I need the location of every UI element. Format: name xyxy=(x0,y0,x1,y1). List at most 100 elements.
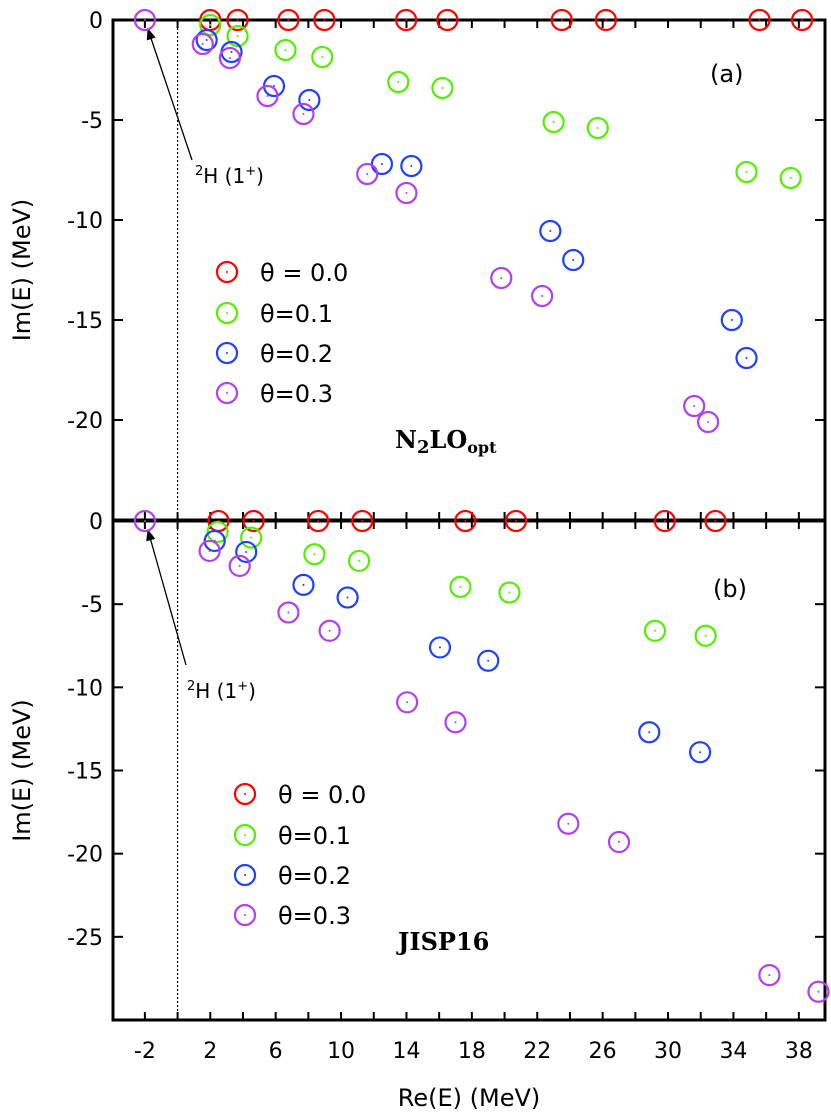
data-point-center xyxy=(208,549,211,552)
data-point-theta-2 xyxy=(539,219,562,243)
x-tick-label: -2 xyxy=(134,1039,156,1064)
data-point-center xyxy=(209,24,212,26)
data-point-center xyxy=(366,173,369,175)
x-tick-label: 34 xyxy=(719,1039,747,1064)
data-point-theta-1 xyxy=(226,24,249,48)
data-point-theta-1 xyxy=(449,575,472,598)
y-tick-label: 0 xyxy=(89,510,103,535)
data-point-theta-0 xyxy=(704,509,727,533)
data-point-center xyxy=(236,35,239,37)
data-point-theta-3 xyxy=(807,980,830,1003)
data-point-theta-1 xyxy=(274,38,297,62)
data-point-center xyxy=(250,536,253,539)
data-point-theta-2 xyxy=(428,636,452,659)
legend-marker xyxy=(215,260,239,284)
data-point-center xyxy=(209,19,212,21)
y-tick-label: -20 xyxy=(67,409,103,434)
data-point-center xyxy=(730,319,733,321)
data-point-theta-3 xyxy=(133,509,156,533)
data-point-theta-3 xyxy=(191,32,214,56)
data-point-theta-3 xyxy=(396,691,419,714)
data-point-theta-1 xyxy=(694,624,717,647)
data-point-theta-2 xyxy=(292,573,315,596)
legend-marker-center xyxy=(226,271,228,273)
data-point-theta-0 xyxy=(313,8,336,32)
x-tick-label: 2 xyxy=(203,1039,217,1064)
data-point-center xyxy=(653,629,656,632)
data-point-center xyxy=(245,550,248,553)
data-point-theta-1 xyxy=(542,110,565,134)
data-point-center xyxy=(287,19,290,21)
data-point-center xyxy=(358,559,361,562)
data-point-theta-1 xyxy=(206,520,229,544)
data-point-center xyxy=(707,421,710,423)
data-point-center xyxy=(663,520,666,522)
data-point-theta-3 xyxy=(133,8,156,32)
annotation-arrow xyxy=(146,27,193,161)
panel-b: 0 -5 -10 -15 -20 -25 Im(E) (MeV) (b) JISP16 2H (1… xyxy=(8,509,830,1112)
data-point-theta-0 xyxy=(653,509,676,533)
legend-label: θ=0.1 xyxy=(278,822,351,850)
data-point-center xyxy=(143,520,146,522)
y-tick-label: -20 xyxy=(67,843,103,868)
legend-marker-center xyxy=(226,312,228,314)
data-point-center xyxy=(252,520,255,522)
data-point-theta-1 xyxy=(431,76,454,100)
data-point-theta-2 xyxy=(298,88,321,112)
data-point-theta-2 xyxy=(235,540,258,564)
data-point-center xyxy=(287,611,290,614)
data-point-theta-2 xyxy=(203,529,226,553)
legend-marker xyxy=(233,782,257,806)
y-tick-label: -10 xyxy=(67,676,103,701)
data-point-theta-2 xyxy=(400,154,423,178)
data-point-center xyxy=(361,520,364,522)
data-point-center xyxy=(438,646,441,649)
data-point-theta-0 xyxy=(550,8,573,32)
data-point-center xyxy=(552,121,555,123)
data-point-center xyxy=(143,19,146,21)
legend-marker xyxy=(215,381,239,405)
data-point-center xyxy=(230,51,233,53)
data-point-theta-2 xyxy=(195,28,218,52)
y-tick-label: 0 xyxy=(89,9,103,34)
legend-label: θ=0.2 xyxy=(260,340,333,368)
panel-label: (a) xyxy=(710,60,743,88)
data-point-center xyxy=(567,822,570,825)
y-axis-label: Im(E) (MeV) xyxy=(8,199,36,342)
data-point-center xyxy=(515,520,518,522)
data-point-center xyxy=(313,553,316,556)
data-point-theta-3 xyxy=(607,830,631,854)
data-point-theta-1 xyxy=(303,543,326,566)
data-point-theta-0 xyxy=(277,8,300,32)
data-point-center xyxy=(380,163,383,165)
data-point-center xyxy=(284,49,287,51)
data-point-theta-3 xyxy=(444,711,467,734)
legend-marker-center xyxy=(244,874,246,876)
legend-label: θ=0.3 xyxy=(278,902,351,930)
data-point-center xyxy=(745,357,748,359)
y-axis-label: Im(E) (MeV) xyxy=(8,699,36,842)
data-point-center xyxy=(346,596,349,599)
y-tick-label: -5 xyxy=(81,109,103,134)
data-point-center xyxy=(323,19,326,21)
data-point-theta-0 xyxy=(307,509,330,533)
data-point-theta-1 xyxy=(586,116,609,140)
data-point-theta-0 xyxy=(748,8,771,32)
data-point-theta-3 xyxy=(198,539,221,563)
y-tick-label: -15 xyxy=(67,760,103,785)
x-axis-label: Re(E) (MeV) xyxy=(398,1084,541,1112)
data-point-theta-1 xyxy=(240,526,263,549)
data-point-theta-3 xyxy=(395,181,418,205)
data-point-center xyxy=(693,405,696,407)
data-point-center xyxy=(789,177,792,179)
data-point-theta-1 xyxy=(498,581,521,604)
data-point-theta-0 xyxy=(242,509,265,533)
data-point-theta-2 xyxy=(638,721,661,744)
data-point-theta-3 xyxy=(490,266,513,290)
y-tick-label: -10 xyxy=(67,209,103,234)
model-label: JISP16 xyxy=(396,927,489,956)
legend-label: θ=0.2 xyxy=(278,862,351,890)
data-point-center xyxy=(201,43,204,45)
y-tick-label: -25 xyxy=(67,926,103,951)
data-point-center xyxy=(441,87,444,89)
